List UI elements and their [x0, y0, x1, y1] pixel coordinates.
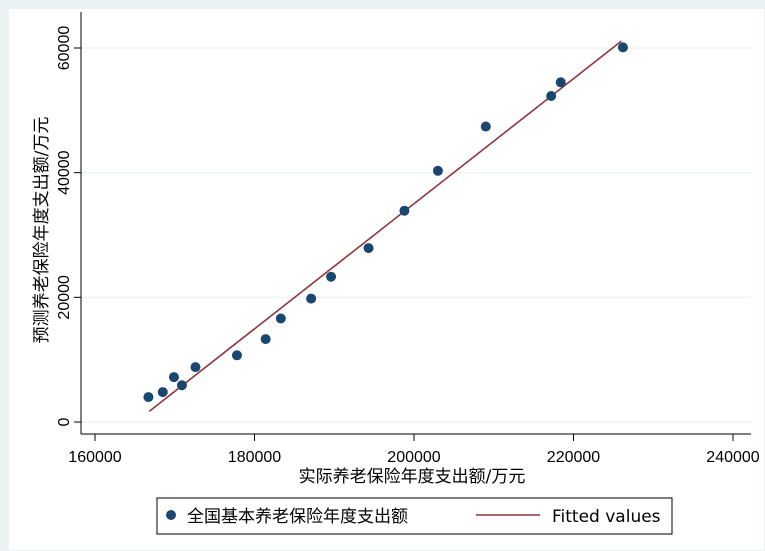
y-axis-title: 预测养老保险年度支出额/万元 [32, 117, 52, 344]
legend-marker-scatter [166, 510, 176, 520]
data-point-6 [261, 334, 271, 344]
x-tick-label-0: 160000 [68, 449, 121, 466]
data-point-4 [190, 362, 200, 372]
legend-label-fitted: Fitted values [552, 507, 661, 527]
legend-label-scatter: 全国基本养老保险年度支出额 [187, 507, 408, 527]
data-point-5 [232, 350, 242, 360]
data-point-2 [169, 372, 179, 382]
plot-area [81, 12, 751, 434]
x-axis-title: 实际养老保险年度支出额/万元 [299, 467, 526, 487]
data-point-0 [143, 392, 153, 402]
data-point-13 [481, 122, 491, 132]
x-tick-label-2: 200000 [387, 449, 440, 466]
x-tick-label-1: 180000 [228, 449, 281, 466]
data-point-7 [276, 314, 286, 324]
data-point-9 [326, 272, 336, 282]
data-point-11 [399, 206, 409, 216]
y-tick-label-3: 60000 [56, 26, 73, 71]
data-point-12 [433, 166, 443, 176]
data-point-14 [546, 91, 556, 101]
data-point-3 [177, 380, 187, 390]
data-point-8 [306, 294, 316, 304]
data-point-10 [364, 243, 374, 253]
y-tick-label-1: 20000 [56, 275, 73, 320]
x-tick-label-3: 220000 [547, 449, 600, 466]
y-tick-label-2: 40000 [56, 150, 73, 195]
data-point-1 [158, 387, 168, 397]
data-point-16 [618, 42, 628, 52]
y-tick-label-0: 0 [56, 417, 73, 426]
x-tick-label-4: 240000 [706, 449, 759, 466]
legend: 全国基本养老保险年度支出额 Fitted values [157, 498, 672, 534]
data-point-15 [556, 77, 566, 87]
